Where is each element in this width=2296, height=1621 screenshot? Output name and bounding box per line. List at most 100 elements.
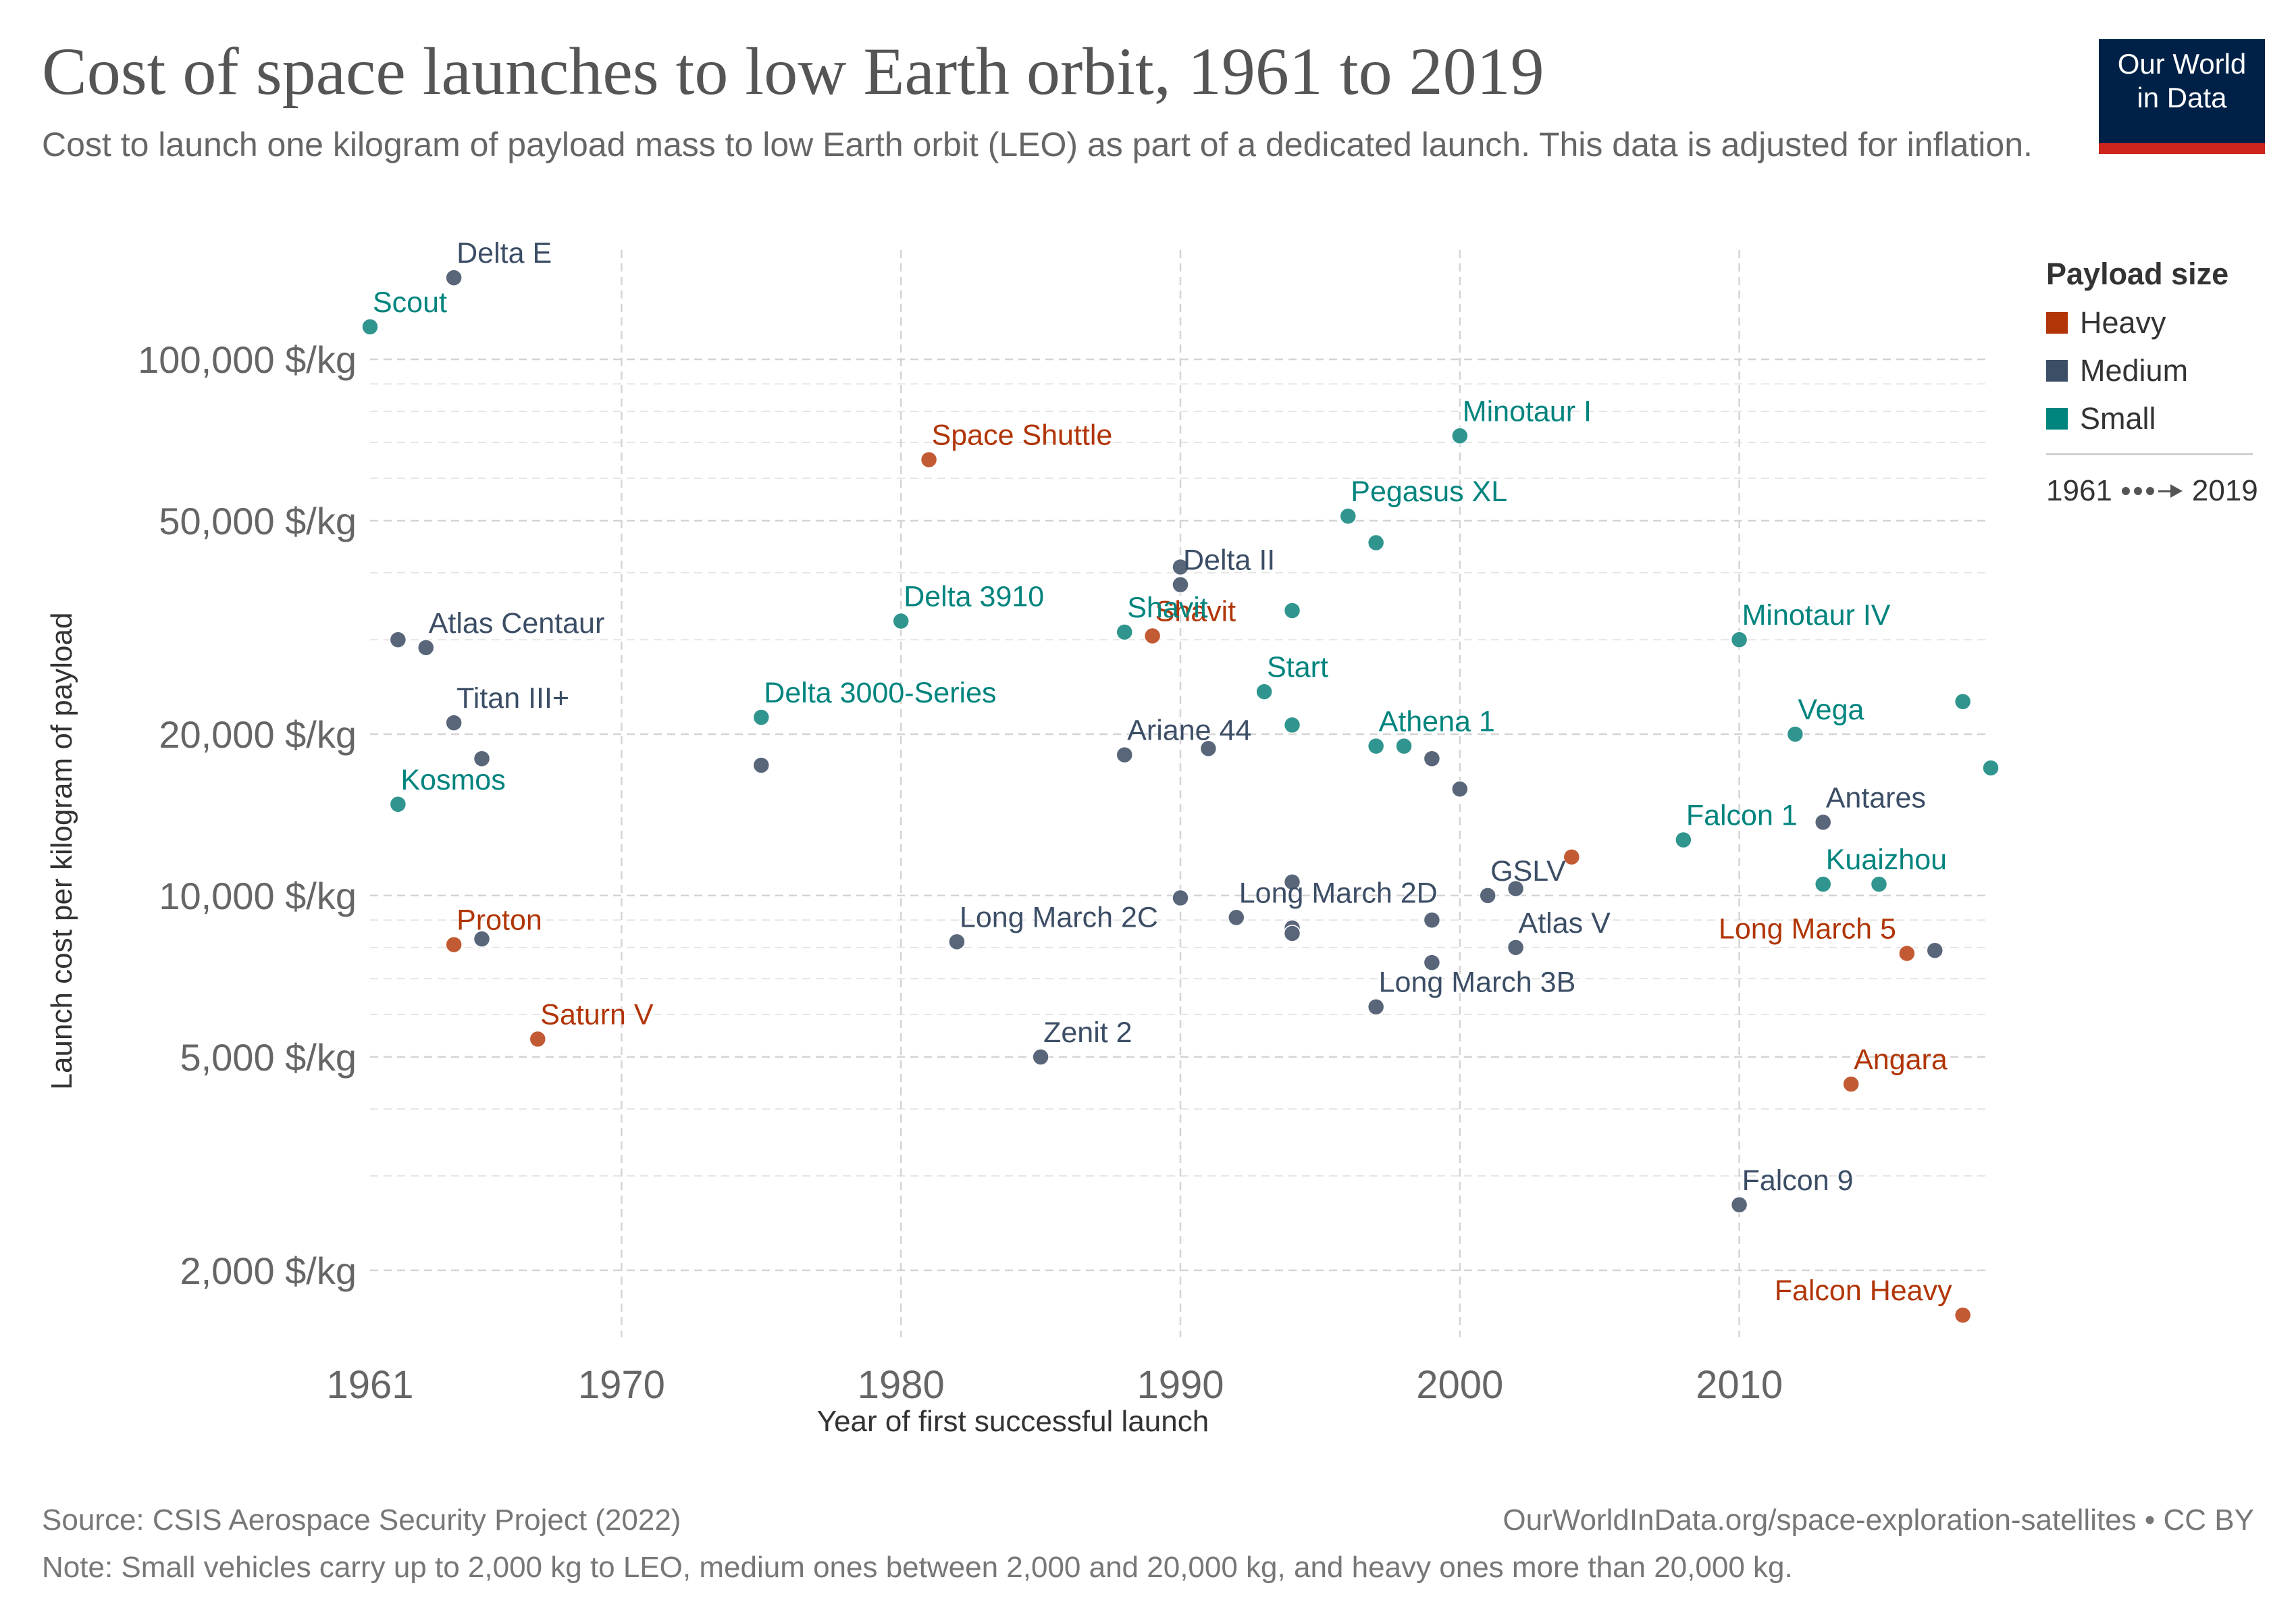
data-point-medium [1423, 750, 1441, 768]
data-point-heavy [1143, 627, 1162, 645]
small-swatch [2046, 407, 2068, 430]
data-point-medium [1172, 575, 1189, 594]
data-label: Vega [1798, 694, 1864, 726]
data-point-medium [1283, 873, 1301, 891]
data-point-medium [1283, 925, 1301, 942]
data-point-medium [473, 750, 491, 768]
y-tick-label: 5,000 $/kg [180, 1036, 357, 1079]
y-axis-label: Launch cost per kilogram of payload [45, 612, 78, 1090]
legend-item-medium[interactable]: Medium [2046, 346, 2262, 394]
data-point-small [1675, 831, 1692, 849]
data-point-medium [445, 714, 463, 731]
data-label: Long March 3B [1379, 967, 1576, 999]
data-point-small [1283, 716, 1301, 734]
timeline-start: 1961 [2046, 474, 2112, 507]
chart-subtitle: Cost to launch one kilogram of payload m… [42, 126, 2033, 163]
timeline-end: 2019 [2191, 474, 2258, 507]
owid-logo[interactable]: Our World in Data [2099, 39, 2265, 154]
legend-item-heavy[interactable]: Heavy [2046, 299, 2262, 346]
y-tick-label: 10,000 $/kg [159, 875, 357, 917]
y-tick-label: 50,000 $/kg [159, 500, 357, 542]
data-point-small [1870, 875, 1888, 893]
data-point-medium [1479, 887, 1496, 904]
x-tick-label: 1980 [858, 1363, 945, 1407]
data-point-medium [1507, 939, 1525, 956]
data-point-small [1954, 693, 1972, 711]
data-label: Pegasus XL [1351, 475, 1507, 508]
data-label: Delta 3000-Series [764, 677, 996, 709]
legend-label-medium: Medium [2080, 353, 2189, 388]
data-point-small [1116, 623, 1133, 641]
data-label: Falcon 1 [1686, 800, 1798, 832]
data-label: Delta 3910 [904, 581, 1044, 613]
data-point-medium [389, 631, 407, 648]
data-point-small [1255, 683, 1273, 700]
data-label: Start [1267, 651, 1328, 684]
legend-item-small[interactable]: Small [2046, 394, 2262, 442]
data-label: Saturn V [540, 998, 654, 1031]
axis-tick-labels: 2,000 $/kg 5,000 $/kg 10,000 $/kg 20,000 $/… [138, 338, 1783, 1407]
data-point-medium [1451, 780, 1469, 798]
timeline-arrow-icon [2121, 484, 2188, 498]
data-point-small [361, 318, 379, 336]
data-point-medium [1423, 911, 1441, 929]
data-point-small [892, 612, 910, 630]
data-point-medium [948, 933, 966, 951]
data-point-medium [752, 756, 771, 774]
data-point-heavy [920, 451, 938, 469]
logo-line-1: Our World [2117, 48, 2247, 80]
data-label: Zenit 2 [1043, 1017, 1132, 1049]
data-label: Antares [1826, 781, 1926, 814]
data-label: Shavit [1127, 592, 1208, 624]
data-point-medium [1367, 998, 1385, 1016]
source-text[interactable]: Source: CSIS Aerospace Security Project … [42, 1503, 681, 1537]
data-point-medium [445, 269, 463, 286]
data-point-medium [1730, 1196, 1748, 1214]
data-point-medium [1228, 908, 1245, 927]
data-label: Long March 2D [1239, 877, 1438, 909]
x-tick-label: 2010 [1696, 1363, 1783, 1407]
logo-line-2: in Data [2137, 82, 2227, 113]
data-label: Angara [1854, 1044, 1948, 1076]
y-tick-label: 20,000 $/kg [159, 713, 357, 756]
legend-title: Payload size [2046, 257, 2229, 291]
data-point-medium [1172, 889, 1189, 907]
x-tick-label: 1990 [1137, 1363, 1224, 1407]
data-label: Delta II [1183, 544, 1275, 577]
data-point-medium [1199, 740, 1218, 758]
data-point-small [1339, 507, 1357, 525]
data-label: Proton [456, 904, 542, 937]
y-tick-label: 2,000 $/kg [180, 1250, 357, 1292]
data-label: Atlas Centaur [429, 607, 605, 640]
data-point-small [752, 709, 771, 726]
data-point-small [1367, 737, 1385, 755]
data-label: Kosmos [400, 764, 505, 796]
data-point-small [389, 796, 407, 813]
x-tick-label: 1961 [326, 1363, 413, 1407]
footnote: Note: Small vehicles carry up to 2,000 k… [42, 1551, 1793, 1584]
data-label: Shavit [1155, 595, 1236, 627]
legend-divider [2046, 453, 2253, 455]
heavy-swatch [2046, 311, 2068, 334]
data-point-heavy [1898, 944, 1916, 962]
data-label: Minotaur IV [1742, 599, 1891, 632]
data-label: Athena 1 [1379, 706, 1495, 738]
data-point-heavy [1563, 848, 1581, 866]
source-url[interactable]: OurWorldInData.org/space-exploration-sat… [1503, 1503, 2254, 1537]
data-point-small [1367, 534, 1385, 552]
x-tick-label: 2000 [1416, 1363, 1503, 1407]
data-point-medium [1814, 813, 1832, 831]
data-label: GSLV [1490, 855, 1566, 887]
legend: Payload size Heavy Medium Small 1961 201… [2046, 257, 2262, 508]
data-points [361, 269, 2000, 1324]
data-point-heavy [1954, 1306, 1972, 1324]
data-point-heavy [445, 935, 463, 954]
data-point-medium [473, 930, 491, 948]
data-point-small [1786, 725, 1804, 743]
data-label: Atlas V [1519, 907, 1611, 940]
x-tick-label: 1970 [578, 1363, 665, 1407]
data-point-heavy [1842, 1075, 1860, 1093]
data-label: Long March 2C [960, 901, 1158, 933]
timeline-control[interactable]: 1961 2019 [2046, 474, 2262, 508]
